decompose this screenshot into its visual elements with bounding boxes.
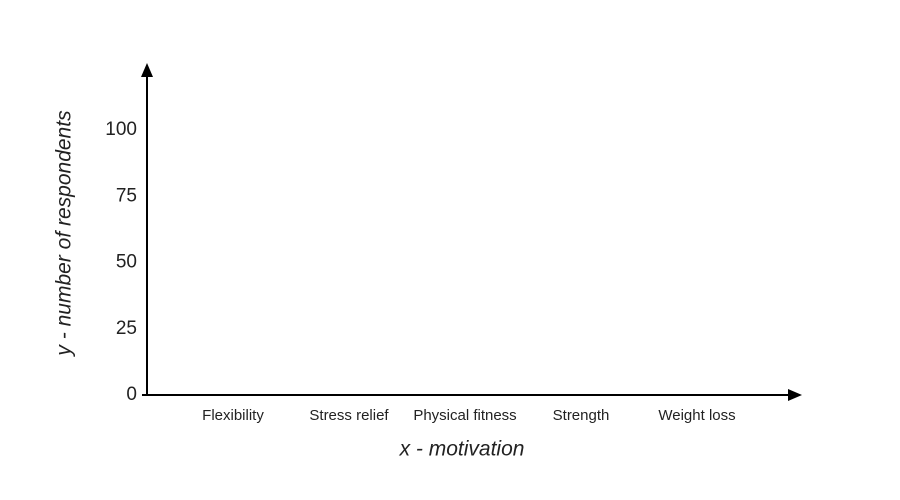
y-tick-label: 25 — [116, 318, 137, 339]
y-tick-label: 50 — [116, 252, 137, 273]
y-tick-label: 100 — [105, 119, 137, 140]
x-tick-label: Physical fitness — [413, 407, 516, 424]
y-axis-label: y - number of respondents — [53, 110, 76, 358]
y-axis-arrow — [141, 63, 153, 77]
x-axis-arrow — [788, 389, 802, 401]
x-tick-label: Stress relief — [309, 407, 389, 424]
x-tick-label: Strength — [553, 407, 610, 424]
x-tick-label: Weight loss — [658, 407, 735, 424]
y-tick-label: 0 — [126, 384, 137, 405]
x-tick-label: Flexibility — [202, 407, 264, 424]
x-axis-label: x - motivation — [399, 438, 525, 461]
y-tick-label: 75 — [116, 185, 137, 206]
